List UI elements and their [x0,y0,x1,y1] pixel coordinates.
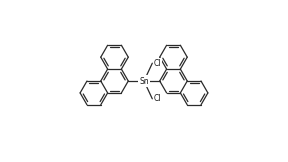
Text: Cl: Cl [153,94,161,103]
Text: Cl: Cl [153,59,161,68]
Text: Sn: Sn [139,76,149,86]
